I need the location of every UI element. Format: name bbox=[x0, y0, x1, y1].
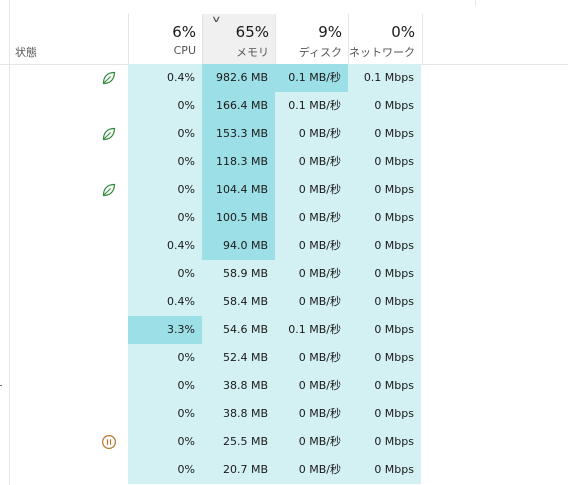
cpu-cell: 0.4% bbox=[128, 288, 202, 316]
cpu-cell: 3.3% bbox=[128, 316, 202, 344]
table-row[interactable]: 0% 118.3 MB 0 MB/秒 0 Mbps bbox=[0, 148, 568, 176]
column-header-row: 状態 6% CPU ∨ 65% メモリ 9% ディスク 0% ネットワーク bbox=[0, 14, 568, 65]
suspended-pause-icon bbox=[101, 434, 117, 450]
cpu-percent: 6% bbox=[172, 23, 196, 41]
disk-cell: 0 MB/秒 bbox=[275, 372, 348, 400]
disk-cell: 0 MB/秒 bbox=[275, 148, 348, 176]
disk-percent: 9% bbox=[318, 23, 342, 41]
cpu-cell: 0% bbox=[128, 428, 202, 456]
memory-cell: 25.5 MB bbox=[202, 428, 275, 456]
network-cell: 0 Mbps bbox=[348, 120, 421, 148]
disk-cell: 0 MB/秒 bbox=[275, 400, 348, 428]
efficiency-mode-leaf-icon bbox=[101, 70, 117, 86]
network-cell: 0 Mbps bbox=[348, 232, 421, 260]
disk-cell: 0 MB/秒 bbox=[275, 232, 348, 260]
memory-label: メモリ bbox=[236, 46, 269, 59]
memory-cell: 54.6 MB bbox=[202, 316, 275, 344]
cpu-cell: 0% bbox=[128, 344, 202, 372]
disk-cell: 0 MB/秒 bbox=[275, 344, 348, 372]
efficiency-mode-leaf-icon bbox=[101, 126, 117, 142]
table-row[interactable]: 0% 52.4 MB 0 MB/秒 0 Mbps bbox=[0, 344, 568, 372]
memory-cell: 58.4 MB bbox=[202, 288, 275, 316]
memory-cell: 982.6 MB bbox=[202, 64, 275, 92]
table-row[interactable]: 0% 100.5 MB 0 MB/秒 0 Mbps bbox=[0, 204, 568, 232]
cpu-label: CPU bbox=[173, 44, 196, 57]
table-row[interactable]: 0% 58.9 MB 0 MB/秒 0 Mbps bbox=[0, 260, 568, 288]
network-cell: 0 Mbps bbox=[348, 372, 421, 400]
disk-cell: 0 MB/秒 bbox=[275, 204, 348, 232]
memory-cell: 94.0 MB bbox=[202, 232, 275, 260]
disk-column-header[interactable]: 9% ディスク bbox=[275, 14, 349, 64]
table-row[interactable]: 0% 153.3 MB 0 MB/秒 0 Mbps bbox=[0, 120, 568, 148]
disk-cell: 0 MB/秒 bbox=[275, 120, 348, 148]
disk-cell: 0.1 MB/秒 bbox=[275, 64, 348, 92]
memory-cell: 58.9 MB bbox=[202, 260, 275, 288]
cpu-cell: 0% bbox=[128, 92, 202, 120]
network-cell: 0 Mbps bbox=[348, 344, 421, 372]
network-cell: 0 Mbps bbox=[348, 288, 421, 316]
memory-cell: 52.4 MB bbox=[202, 344, 275, 372]
memory-cell: 104.4 MB bbox=[202, 176, 275, 204]
network-column-header[interactable]: 0% ネットワーク bbox=[348, 14, 423, 64]
disk-cell: 0 MB/秒 bbox=[275, 176, 348, 204]
efficiency-mode-leaf-icon bbox=[101, 182, 117, 198]
memory-cell: 153.3 MB bbox=[202, 120, 275, 148]
memory-cell: 166.4 MB bbox=[202, 92, 275, 120]
network-cell: 0 Mbps bbox=[348, 148, 421, 176]
memory-cell: 38.8 MB bbox=[202, 400, 275, 428]
table-row[interactable]: 0% 25.5 MB 0 MB/秒 0 Mbps bbox=[0, 428, 568, 456]
table-row[interactable]: 3.3% 54.6 MB 0.1 MB/秒 0 Mbps bbox=[0, 316, 568, 344]
network-cell: 0.1 Mbps bbox=[348, 64, 421, 92]
disk-label: ディスク bbox=[298, 46, 342, 59]
memory-column-header[interactable]: ∨ 65% メモリ bbox=[202, 14, 276, 64]
table-row[interactable]: 0% 20.7 MB 0 MB/秒 0 Mbps bbox=[0, 456, 568, 484]
table-row[interactable]: 0% 38.8 MB 0 MB/秒 0 Mbps bbox=[0, 372, 568, 400]
cpu-cell: 0% bbox=[128, 148, 202, 176]
left-divider bbox=[9, 0, 10, 485]
cpu-cell: 0.4% bbox=[128, 64, 202, 92]
network-label: ネットワーク bbox=[349, 46, 415, 59]
cpu-cell: 0% bbox=[128, 260, 202, 288]
network-cell: 0 Mbps bbox=[348, 176, 421, 204]
network-cell: 0 Mbps bbox=[348, 400, 421, 428]
disk-cell: 0.1 MB/秒 bbox=[275, 316, 348, 344]
disk-cell: 0 MB/秒 bbox=[275, 456, 348, 484]
cpu-cell: 0% bbox=[128, 120, 202, 148]
cpu-cell: 0% bbox=[128, 456, 202, 484]
memory-cell: 100.5 MB bbox=[202, 204, 275, 232]
table-row[interactable]: 0% 38.8 MB 0 MB/秒 0 Mbps bbox=[0, 400, 568, 428]
table-row[interactable]: 0% 104.4 MB 0 MB/秒 0 Mbps bbox=[0, 176, 568, 204]
table-row[interactable]: 0.4% 58.4 MB 0 MB/秒 0 Mbps bbox=[0, 288, 568, 316]
status-column-header[interactable]: 状態 bbox=[15, 46, 37, 59]
network-cell: 0 Mbps bbox=[348, 428, 421, 456]
top-divider bbox=[475, 0, 476, 6]
cpu-cell: 0% bbox=[128, 204, 202, 232]
cpu-cell: 0% bbox=[128, 176, 202, 204]
memory-cell: 38.8 MB bbox=[202, 372, 275, 400]
cpu-column-header[interactable]: 6% CPU bbox=[128, 14, 203, 64]
disk-cell: 0 MB/秒 bbox=[275, 428, 348, 456]
disk-cell: 0 MB/秒 bbox=[275, 288, 348, 316]
memory-percent: 65% bbox=[235, 23, 269, 41]
network-cell: 0 Mbps bbox=[348, 92, 421, 120]
network-cell: 0 Mbps bbox=[348, 204, 421, 232]
cpu-cell: 0% bbox=[128, 372, 202, 400]
network-percent: 0% bbox=[391, 23, 415, 41]
table-row[interactable]: 0.4% 94.0 MB 0 MB/秒 0 Mbps bbox=[0, 232, 568, 260]
network-cell: 0 Mbps bbox=[348, 316, 421, 344]
disk-cell: 0 MB/秒 bbox=[275, 260, 348, 288]
left-edge-mark bbox=[0, 385, 2, 386]
cpu-cell: 0.4% bbox=[128, 232, 202, 260]
memory-cell: 118.3 MB bbox=[202, 148, 275, 176]
network-cell: 0 Mbps bbox=[348, 456, 421, 484]
table-row[interactable]: 0% 166.4 MB 0.1 MB/秒 0 Mbps bbox=[0, 92, 568, 120]
sort-chevron-down-icon: ∨ bbox=[211, 15, 222, 25]
table-row[interactable]: 0.4% 982.6 MB 0.1 MB/秒 0.1 Mbps bbox=[0, 64, 568, 92]
network-cell: 0 Mbps bbox=[348, 260, 421, 288]
memory-cell: 20.7 MB bbox=[202, 456, 275, 484]
disk-cell: 0.1 MB/秒 bbox=[275, 92, 348, 120]
cpu-cell: 0% bbox=[128, 400, 202, 428]
